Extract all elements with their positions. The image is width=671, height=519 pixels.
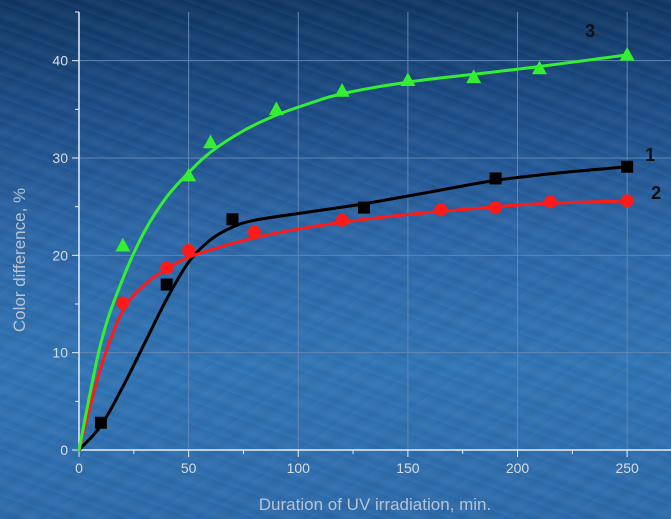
y-tick-label: 40 xyxy=(52,53,68,69)
series-1-point xyxy=(94,416,107,429)
series-2-point xyxy=(160,261,174,275)
grid xyxy=(79,12,671,450)
series-3-point xyxy=(466,69,482,84)
x-tick-label: 250 xyxy=(615,460,639,476)
series-3-line xyxy=(77,53,629,452)
series-3-point xyxy=(400,72,416,86)
x-tick-label: 150 xyxy=(396,460,420,476)
series-3-point xyxy=(115,237,131,252)
series-3-point xyxy=(334,83,350,97)
x-tick-label: 100 xyxy=(287,460,311,476)
axes: 0 50 100 150 200 250 0 10 20 30 40 xyxy=(52,11,671,476)
series-2-point xyxy=(335,213,349,227)
series-2-point xyxy=(543,195,557,209)
series-group xyxy=(77,47,635,452)
y-tick-label: 0 xyxy=(60,442,68,458)
x-axis-title: Duration of UV irradiation, min. xyxy=(259,495,491,514)
series-3-point xyxy=(268,101,284,116)
series-1-label: 1 xyxy=(645,145,655,165)
series-3-point xyxy=(203,134,219,149)
series-2-point xyxy=(182,243,196,257)
series-1-point xyxy=(489,172,502,185)
y-tick-label: 20 xyxy=(52,247,68,263)
series-1-point xyxy=(160,278,173,291)
x-tick-label: 0 xyxy=(75,460,83,476)
series-2-point xyxy=(116,296,130,310)
y-axis-title: Color difference, % xyxy=(10,188,29,332)
y-tick-label: 30 xyxy=(52,150,68,166)
y-tick-label: 10 xyxy=(52,345,68,361)
labels: 1 2 3 xyxy=(585,21,661,203)
series-3-point xyxy=(619,47,635,61)
series-3-point xyxy=(181,167,197,182)
series-2-label: 2 xyxy=(651,183,661,203)
series-2-point xyxy=(434,203,448,217)
series-3-point xyxy=(531,60,547,75)
x-tick-label: 50 xyxy=(181,460,197,476)
series-2-point xyxy=(247,225,261,239)
series-2-point xyxy=(489,201,503,215)
series-2-point xyxy=(620,194,634,208)
series-3-label: 3 xyxy=(585,21,595,41)
series-1-point xyxy=(226,213,239,226)
series-1-point xyxy=(621,160,634,173)
x-tick-label: 200 xyxy=(506,460,530,476)
series-1-point xyxy=(358,201,371,214)
series-1-line xyxy=(77,165,629,452)
series-2-line xyxy=(77,199,629,452)
